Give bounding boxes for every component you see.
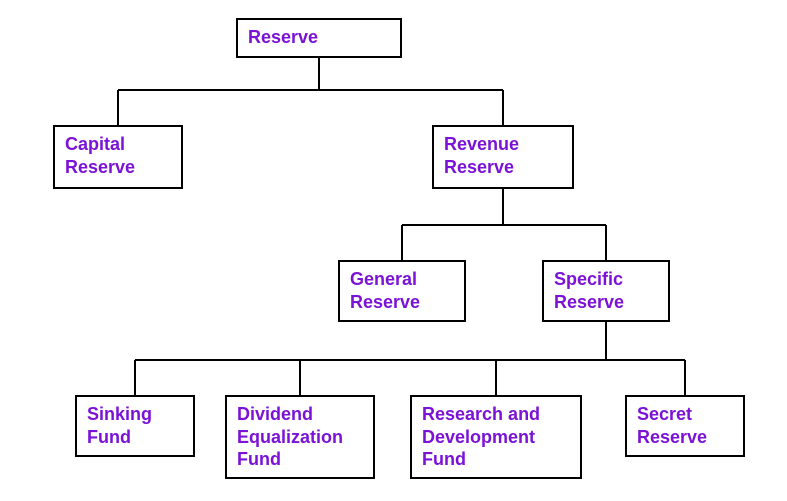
node-revenue-reserve: Revenue Reserve [432, 125, 574, 189]
node-specific-reserve: Specific Reserve [542, 260, 670, 322]
node-label: Sinking Fund [87, 403, 152, 448]
node-label: Capital Reserve [65, 133, 135, 178]
node-research-and-development-fund: Research and Development Fund [410, 395, 582, 479]
node-capital-reserve: Capital Reserve [53, 125, 183, 189]
node-label: General Reserve [350, 268, 420, 313]
node-label: Research and Development Fund [422, 403, 540, 471]
node-dividend-equalization-fund: Dividend Equalization Fund [225, 395, 375, 479]
node-sinking-fund: Sinking Fund [75, 395, 195, 457]
node-label: Secret Reserve [637, 403, 707, 448]
node-general-reserve: General Reserve [338, 260, 466, 322]
node-label: Dividend Equalization Fund [237, 403, 343, 471]
node-label: Specific Reserve [554, 268, 624, 313]
node-secret-reserve: Secret Reserve [625, 395, 745, 457]
node-label: Revenue Reserve [444, 133, 519, 178]
node-label: Reserve [248, 26, 318, 49]
node-reserve: Reserve [236, 18, 402, 58]
reserve-hierarchy-diagram: Reserve Capital Reserve Revenue Reserve … [0, 0, 787, 501]
